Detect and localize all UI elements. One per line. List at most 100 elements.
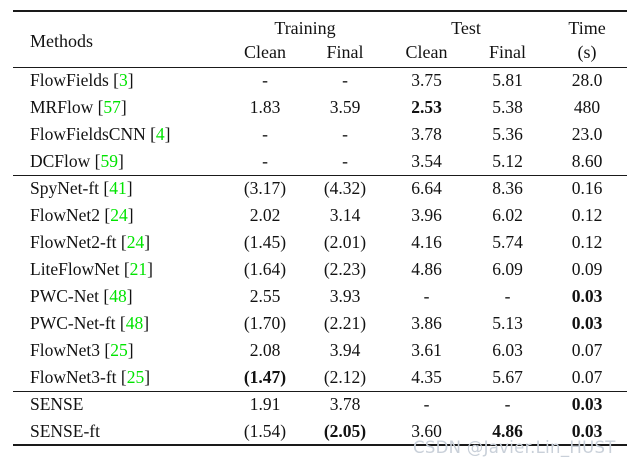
value-cell: 0.03 bbox=[571, 313, 603, 333]
value-cell: 0.03 bbox=[571, 420, 603, 441]
value-cell: 3.93 bbox=[329, 286, 361, 306]
citation-number: 59 bbox=[100, 150, 119, 171]
method-name: FlowNet2-ft bbox=[30, 232, 117, 252]
value-cell: 4.86 bbox=[411, 259, 442, 279]
method-name: PWC-Net-ft bbox=[30, 313, 116, 333]
value-cell: 6.02 bbox=[492, 205, 523, 225]
value-cell: 5.74 bbox=[492, 232, 523, 252]
citation-number: 41 bbox=[109, 178, 127, 199]
method-cell: PWC-Net-ft [48] bbox=[30, 313, 150, 333]
col-header-time: Time bbox=[568, 18, 606, 38]
table-row: SpyNet-ft [41] (3.17) (4.32) 6.64 8.36 0.16 bbox=[13, 175, 628, 202]
table-row: FlowFieldsCNN [4] - - 3.78 5.36 23.0 bbox=[13, 121, 627, 148]
value-cell: 1.91 bbox=[249, 394, 281, 415]
value-cell: 8.36 bbox=[492, 178, 523, 199]
value-cell: - bbox=[504, 286, 511, 306]
value-cell: 480 bbox=[573, 97, 601, 117]
value-cell: 0.07 bbox=[571, 340, 603, 360]
results-table: Methods Training Test Time Clean Final C… bbox=[13, 10, 628, 446]
value-cell: (4.32) bbox=[323, 178, 367, 199]
value-cell: 4.86 bbox=[492, 420, 523, 441]
value-cell: 6.64 bbox=[411, 178, 442, 199]
value-cell: (1.54) bbox=[243, 420, 287, 441]
value-cell: - bbox=[262, 70, 268, 91]
value-cell: 5.81 bbox=[492, 70, 523, 91]
value-cell: 0.03 bbox=[571, 394, 603, 415]
method-cell: MRFlow [57] bbox=[30, 97, 127, 117]
value-cell: (1.64) bbox=[243, 259, 287, 279]
table-row: LiteFlowNet [21] (1.64) (2.23) 4.86 6.09 0.09 bbox=[13, 256, 627, 283]
citation-number: 25 bbox=[126, 366, 145, 387]
value-cell: 3.54 bbox=[411, 150, 442, 171]
value-cell: 6.09 bbox=[492, 259, 523, 279]
method-name: MRFlow bbox=[30, 97, 94, 117]
value-cell: 4.16 bbox=[411, 232, 442, 252]
value-cell: 4.35 bbox=[411, 366, 442, 387]
col-header-training-clean: Clean bbox=[244, 41, 286, 62]
value-cell: 1.83 bbox=[249, 97, 281, 117]
method-cell: DCFlow [59] bbox=[30, 150, 124, 171]
value-cell: 5.12 bbox=[492, 150, 523, 171]
value-cell: 3.75 bbox=[411, 70, 442, 91]
value-cell: 3.78 bbox=[329, 394, 361, 415]
value-cell: 3.94 bbox=[329, 340, 361, 360]
method-cell: SpyNet-ft [41] bbox=[30, 178, 133, 199]
value-cell: - bbox=[342, 150, 348, 171]
method-name: SENSE-ft bbox=[30, 420, 100, 441]
table-body: FlowFields [3] - - 3.75 5.81 28.0 MRFlow [57] 1… bbox=[13, 67, 628, 445]
value-cell: 6.03 bbox=[492, 340, 523, 360]
method-name: LiteFlowNet bbox=[30, 259, 120, 279]
value-cell: 3.14 bbox=[329, 205, 361, 225]
citation-number: 48 bbox=[109, 286, 127, 306]
method-name: DCFlow bbox=[30, 150, 91, 171]
value-cell: 0.09 bbox=[571, 259, 603, 279]
table-header: Methods Training Test Time Clean Final C… bbox=[13, 11, 628, 67]
header-row-subcolumns: Clean Final Clean Final (s) bbox=[13, 41, 628, 67]
method-cell: FlowNet2-ft [24] bbox=[30, 232, 151, 252]
value-cell: 0.12 bbox=[571, 205, 603, 225]
col-header-test-final: Final bbox=[489, 41, 527, 62]
method-name: FlowNet3-ft bbox=[30, 366, 117, 387]
value-cell: - bbox=[504, 394, 511, 415]
value-cell: 23.0 bbox=[571, 124, 603, 144]
value-cell: - bbox=[342, 124, 348, 144]
value-cell: (2.12) bbox=[323, 366, 367, 387]
value-cell: 2.02 bbox=[249, 205, 281, 225]
method-cell: FlowNet3-ft [25] bbox=[30, 366, 151, 387]
value-cell: 28.0 bbox=[571, 70, 603, 91]
value-cell: 0.16 bbox=[571, 178, 603, 199]
value-cell: 2.55 bbox=[249, 286, 281, 306]
method-cell: FlowNet2 [24] bbox=[30, 205, 134, 225]
table-row: FlowFields [3] - - 3.75 5.81 28.0 bbox=[13, 67, 627, 94]
col-header-test-clean: Clean bbox=[405, 41, 448, 62]
value-cell: 5.36 bbox=[492, 124, 523, 144]
method-name: FlowFieldsCNN bbox=[30, 124, 146, 144]
table-row: SENSE 1.91 3.78 - - 0.03 bbox=[13, 391, 628, 418]
value-cell: (2.21) bbox=[323, 313, 367, 333]
method-name: FlowNet2 bbox=[30, 205, 100, 225]
citation-number: 25 bbox=[110, 340, 128, 360]
citation-number: 24 bbox=[110, 205, 128, 225]
citation-number: 21 bbox=[129, 259, 148, 279]
value-cell: 5.38 bbox=[492, 97, 523, 117]
value-cell: 3.78 bbox=[411, 124, 442, 144]
value-cell: 5.67 bbox=[492, 366, 523, 387]
value-cell: 0.03 bbox=[571, 286, 603, 306]
header-row-groups: Methods Training Test Time bbox=[13, 11, 627, 51]
value-cell: - bbox=[423, 286, 430, 306]
method-name: FlowNet3 bbox=[30, 340, 100, 360]
value-cell: 0.07 bbox=[571, 366, 603, 387]
col-group-test: Test bbox=[451, 18, 481, 38]
method-cell: FlowFields [3] bbox=[30, 70, 134, 91]
method-cell: LiteFlowNet [21] bbox=[30, 259, 153, 279]
method-name: SENSE bbox=[30, 394, 84, 415]
method-cell: FlowFieldsCNN [4] bbox=[30, 124, 171, 144]
method-cell: SENSE bbox=[13, 391, 225, 418]
value-cell: (2.01) bbox=[323, 232, 367, 252]
value-cell: 3.59 bbox=[329, 97, 361, 117]
method-name: FlowFields bbox=[30, 70, 109, 91]
citation-number: 4 bbox=[155, 124, 165, 144]
value-cell: 8.60 bbox=[571, 150, 603, 171]
table-row: FlowNet2 [24] 2.02 3.14 3.96 6.02 0.12 bbox=[13, 202, 627, 229]
